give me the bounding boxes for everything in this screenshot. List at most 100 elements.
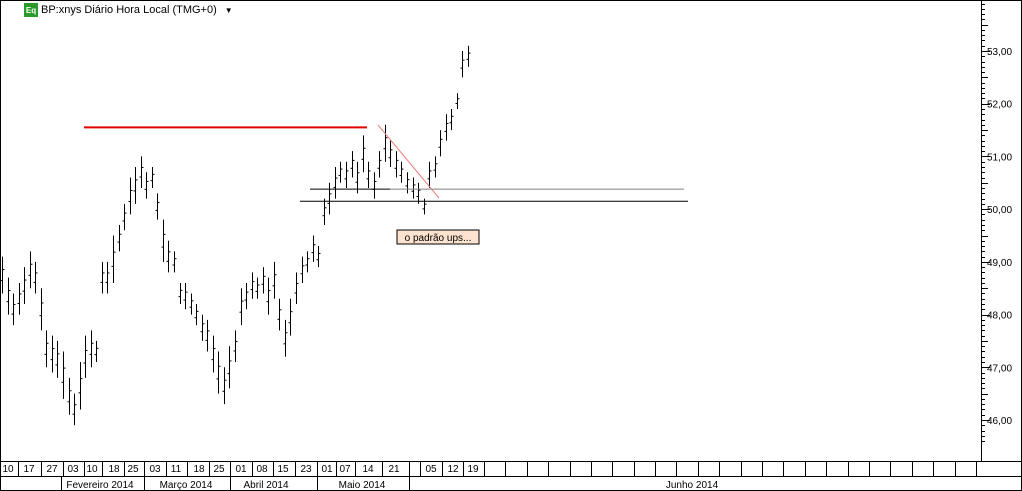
x-day-label: 15: [277, 464, 289, 475]
ohlc-bar: [122, 203, 127, 231]
ohlc-bar: [338, 161, 343, 183]
ohlc-bar: [205, 319, 210, 352]
y-axis: 46,00 47,00 48,00 49,00 50,00 51,00 52,00 53,00: [982, 4, 1012, 442]
ohlc-bar: [233, 330, 238, 363]
x-day-label: 01: [235, 464, 247, 475]
ohlc-bar: [355, 161, 360, 194]
x-day-label: 21: [388, 464, 400, 475]
ohlc-bar: [128, 177, 133, 215]
x-day-label: 10: [2, 464, 14, 475]
x-day-label: 18: [108, 464, 120, 475]
ohlc-bar: [61, 351, 66, 399]
ohlc-bar: [466, 45, 471, 67]
ohlc-bar: [427, 161, 432, 189]
ohlc-bar: [222, 367, 227, 405]
annotation-box[interactable]: o padrão ups...: [396, 229, 480, 245]
x-day-label: 14: [362, 464, 374, 475]
ohlc-bar: [105, 261, 110, 294]
x-day-label: 08: [256, 464, 268, 475]
ohlc-bar: [411, 177, 416, 199]
x-day-label: 18: [193, 464, 205, 475]
x-day-label: 25: [213, 464, 225, 475]
ohlc-bar: [150, 166, 155, 189]
ohlc-bar: [211, 335, 216, 373]
ohlc-bar: [344, 161, 349, 189]
ohlc-bar: [383, 124, 388, 162]
x-day-label: 10: [86, 464, 98, 475]
ohlc-bar: [6, 277, 11, 315]
ohlc-bar: [133, 166, 138, 204]
ohlc-bar: [305, 251, 310, 273]
x-day-label: 19: [467, 464, 479, 475]
x-day-label: 03: [149, 464, 161, 475]
x-day-label: 17: [23, 464, 35, 475]
ohlc-bar: [22, 267, 27, 305]
ohlc-bar: [239, 288, 244, 326]
ohlc-bar: [283, 319, 288, 357]
ohlc-bar: [288, 298, 293, 336]
ohlc-bar: [294, 272, 299, 305]
ohlc-bar: [100, 261, 105, 294]
ohlc-bars: [0, 45, 471, 426]
ohlc-bar: [455, 93, 460, 109]
chevron-down-icon[interactable]: ▼: [224, 5, 233, 15]
y-tick-label: 51,00: [987, 152, 1012, 163]
x-month-label: Fevereiro 2014: [66, 480, 134, 491]
y-tick-label: 46,00: [987, 416, 1012, 427]
ohlc-bar: [327, 182, 332, 215]
ohlc-bar: [33, 261, 38, 294]
annotation-text: o padrão ups...: [405, 233, 472, 244]
ohlc-bar: [200, 314, 205, 341]
ohlc-bar: [255, 277, 260, 299]
y-tick-label: 53,00: [987, 47, 1012, 58]
ohlc-bar: [300, 256, 305, 283]
ohlc-bar: [111, 235, 116, 283]
ohlc-bar: [83, 335, 88, 378]
ohlc-bar: [44, 330, 49, 368]
chart-header[interactable]: Eq BP:xnys Diário Hora Local (TMG+0) ▼: [24, 2, 237, 18]
x-month-label: Março 2014: [160, 480, 213, 491]
ohlc-bar: [449, 108, 454, 131]
ohlc-bar: [50, 335, 55, 373]
ohlc-bar: [311, 235, 316, 262]
symbol-title: BP:xnys Diário Hora Local (TMG+0): [41, 4, 217, 16]
ohlc-bar: [388, 140, 393, 167]
ohlc-bar: [460, 51, 465, 78]
ohlc-bar: [161, 219, 166, 262]
ohlc-bar: [433, 156, 438, 178]
ohlc-bar: [399, 161, 404, 183]
ohlc-bar: [89, 330, 94, 368]
ohlc-bar: [189, 293, 194, 315]
y-tick-label: 49,00: [987, 258, 1012, 269]
ohlc-bar: [266, 277, 271, 315]
ohlc-bar: [55, 340, 60, 378]
ohlc-bar: [394, 151, 399, 178]
ohlc-bar: [183, 282, 188, 310]
ohlc-bar: [78, 362, 83, 410]
ohlc-bar: [438, 130, 443, 157]
x-day-label: 11: [171, 464, 182, 475]
ohlc-bar: [366, 161, 371, 189]
ohlc-bar: [444, 114, 449, 141]
x-month-label: Junho 2014: [666, 480, 719, 491]
ohlc-bar: [333, 166, 338, 199]
ohlc-bar: [361, 135, 366, 173]
ohlc-bar: [144, 172, 149, 199]
x-day-label: 12: [447, 464, 459, 475]
x-axis: 10 17 27 03 10 18 25 03 11 18 25 01 08 15 23 01 07 14 21 05…: [0, 461, 977, 491]
ohlc-bar: [316, 246, 321, 268]
reference-lines: [84, 124, 688, 202]
ohlc-bar: [11, 293, 16, 326]
ohlc-bar: [166, 240, 171, 273]
ohlc-bar: [261, 267, 266, 294]
ohlc-bar: [178, 282, 183, 305]
y-tick-label: 52,00: [987, 100, 1012, 111]
ohlc-bar: [39, 288, 44, 331]
x-day-label: 05: [425, 464, 437, 475]
ohlc-bar: [17, 282, 22, 315]
y-tick-label: 47,00: [987, 363, 1012, 374]
trend-line: [377, 124, 440, 199]
ohlc-bar: [67, 377, 72, 415]
